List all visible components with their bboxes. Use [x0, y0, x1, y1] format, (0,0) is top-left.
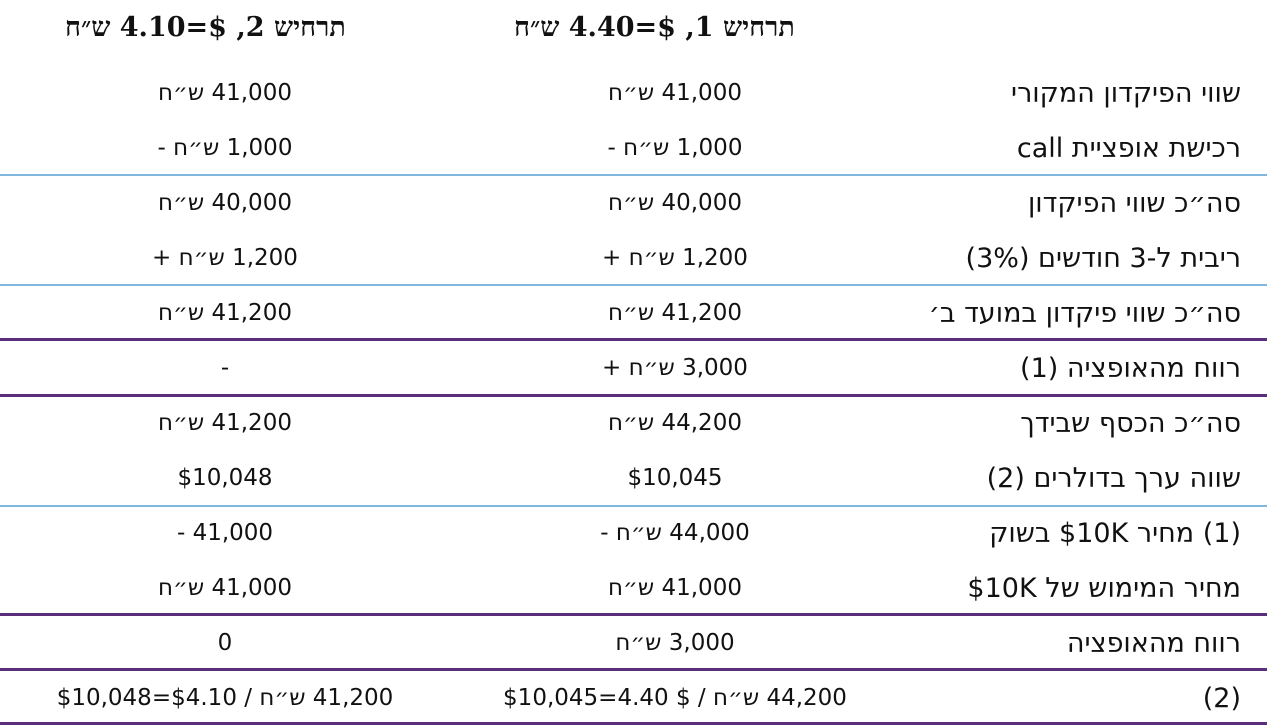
scenario-2-value: 0	[217, 630, 233, 656]
scenario-2-value: -	[220, 355, 230, 381]
scenario-2-value: 41,200 ש״ח	[158, 300, 292, 326]
table-row: שווי הפיקדון המקורי 41,000 ש״ח 41,000 ש״…	[0, 66, 1267, 121]
table-row: סה״כ שווי פיקדון במועד ב׳ 41,200 ש״ח 41,…	[0, 286, 1267, 341]
scenario-2-value: - 41,000	[176, 520, 274, 546]
scenario-1-value: 1,200 ש״ח +	[602, 245, 748, 271]
table-row: (1) מחיר $10K בשוק 44,000 ש״ח - - 41,000	[0, 506, 1267, 561]
scenario-2-value: 1,200 ש״ח +	[152, 245, 298, 271]
row-label: סה״כ הכסף שבידך	[1020, 408, 1241, 439]
scenario-1-value: 44,200 ש״ח / $ 4.40=$10,045	[503, 685, 847, 711]
separator-line	[0, 505, 1267, 507]
row-label: רווח מהאופציה (1)	[1020, 353, 1241, 384]
scenario-1-value: 41,200 ש״ח	[608, 300, 742, 326]
row-label: שווה ערך בדולרים (2)	[986, 463, 1241, 494]
separator-line	[0, 394, 1267, 397]
row-label: (1) מחיר $10K בשוק	[989, 518, 1241, 549]
table-row: ריבית ל-3 חודשים (3%) 1,200 ש״ח + 1,200 …	[0, 231, 1267, 286]
scenario-1-header: תרחיש 1, $=4.40 ש״ח	[514, 12, 795, 43]
scenario-1-value: 3,000 ש״ח +	[602, 355, 748, 381]
separator-line	[0, 613, 1267, 616]
scenario-1-value: 44,000 ש״ח -	[600, 520, 750, 546]
scenario-1-value: 40,000 ש״ח	[608, 190, 742, 216]
scenario-1-value: 41,000 ש״ח	[608, 575, 742, 601]
row-label: מחיר המימוש של $10K	[967, 573, 1241, 604]
row-label: סה״כ שווי הפיקדון	[1027, 188, 1241, 219]
scenario-2-value: 41,000 ש״ח	[158, 80, 292, 106]
table-row: שווה ערך בדולרים (2) $10,045 $10,048	[0, 451, 1267, 506]
separator-line	[0, 668, 1267, 671]
separator-line	[0, 174, 1267, 176]
scenario-2-value: 40,000 ש״ח	[158, 190, 292, 216]
table-row: סה״כ הכסף שבידך 44,200 ש״ח 41,200 ש״ח	[0, 396, 1267, 451]
scenario-2-header: תרחיש 2, $=4.10 ש״ח	[65, 12, 346, 43]
scenario-1-value: 41,000 ש״ח	[608, 80, 742, 106]
scenario-1-value: 44,200 ש״ח	[608, 410, 742, 436]
table-header: תרחיש 1, $=4.40 ש״ח תרחיש 2, $=4.10 ש״ח	[0, 0, 1267, 66]
scenario-2-value: $10,048	[177, 465, 273, 491]
row-label: ריבית ל-3 חודשים (3%)	[965, 243, 1241, 274]
row-label: (2)	[1202, 683, 1241, 714]
row-label: רכישת אופציית call	[1016, 133, 1241, 164]
scenario-2-value: 41,200 ש״ח	[158, 410, 292, 436]
separator-line	[0, 722, 1267, 725]
scenario-2-value: 41,000 ש״ח	[158, 575, 292, 601]
table-row: מחיר המימוש של $10K 41,000 ש״ח 41,000 ש״…	[0, 561, 1267, 616]
scenario-2-value: 41,200 ש״ח / $4.10=$10,048	[56, 685, 394, 711]
row-label: שווי הפיקדון המקורי	[1011, 78, 1241, 109]
scenario-1-value: 3,000 ש״ח	[615, 630, 735, 656]
scenario-2-value: 1,000 ש״ח -	[157, 135, 293, 161]
scenario-1-value: 1,000 ש״ח -	[607, 135, 743, 161]
scenario-1-value: $10,045	[627, 465, 723, 491]
table-row: (2) 44,200 ש״ח / $ 4.40=$10,045 41,200 ש…	[0, 671, 1267, 726]
table-row: רכישת אופציית call 1,000 ש״ח - 1,000 ש״ח…	[0, 121, 1267, 176]
row-label: סה״כ שווי פיקדון במועד ב׳	[928, 298, 1241, 329]
table-row: סה״כ שווי הפיקדון 40,000 ש״ח 40,000 ש״ח	[0, 176, 1267, 231]
table-row: רווח מהאופציה (1) 3,000 ש״ח + -	[0, 341, 1267, 396]
separator-line	[0, 338, 1267, 341]
table-row: רווח מהאופציה 3,000 ש״ח 0	[0, 616, 1267, 671]
separator-line	[0, 284, 1267, 286]
row-label: רווח מהאופציה	[1066, 628, 1241, 659]
